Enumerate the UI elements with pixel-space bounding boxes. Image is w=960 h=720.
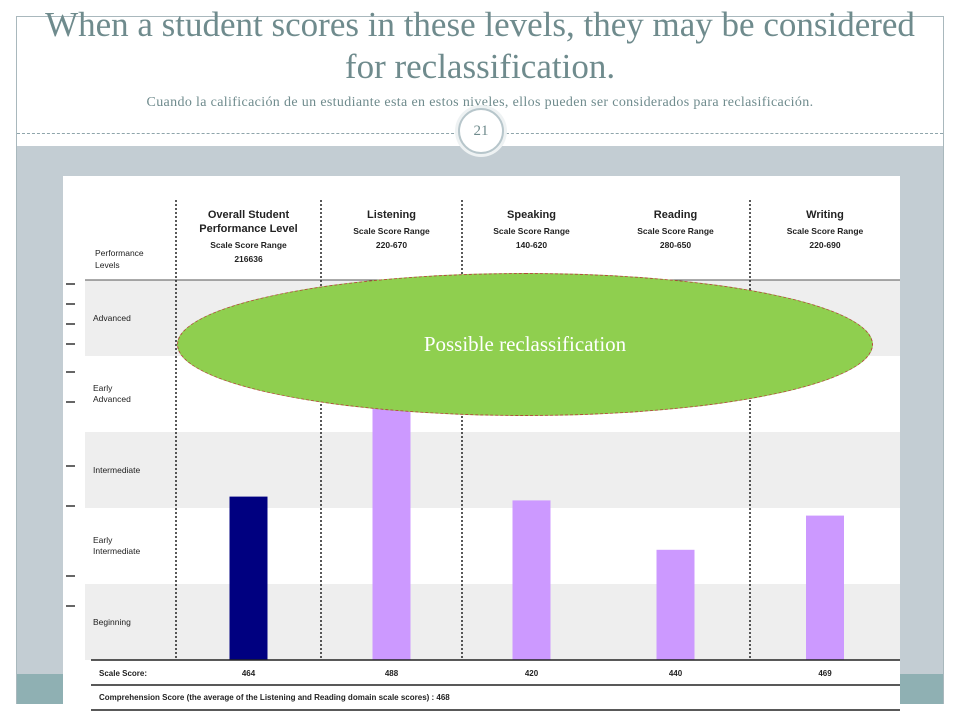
reclassification-callout: Possible reclassification [177,273,873,416]
score-value: 420 [525,669,539,678]
level-row [85,584,900,660]
category-name: Writing [806,209,844,221]
range-label: Scale Score Range [637,226,714,236]
score-report: Performance Levels Advanced Early Advanced In… [63,176,900,720]
range-value: 220-690 [809,240,840,250]
slide-subtitle: Cuando la calificación de un estudiante … [146,95,814,110]
range-label: Scale Score Range [787,226,864,236]
bar-overall-student [229,496,268,660]
score-chart: PerformanceLevelsAdvancedEarlyAdvancedIn… [66,200,900,711]
category-name: Speaking [507,209,556,221]
callout-label: Possible reclassification [423,332,627,356]
level-label: Intermediate [93,546,141,556]
category-name: Overall Student [208,209,290,221]
level-row [85,508,900,584]
range-value: 220-670 [376,240,407,250]
level-label: Early [93,535,113,545]
row-header: Performance [95,248,144,258]
comprehension-score: Comprehension Score (the average of the … [99,693,450,702]
row-header: Levels [95,260,120,270]
range-label: Scale Score Range [210,240,287,250]
level-label: Early [93,383,113,393]
category-name: Listening [367,209,416,221]
level-label: Beginning [93,617,131,627]
level-label: Advanced [93,313,131,323]
score-value: 464 [242,669,256,678]
range-label: Scale Score Range [493,226,570,236]
range-value: 140-620 [516,240,547,250]
bar-writing [806,515,844,660]
level-label: Advanced [93,394,131,404]
level-row [85,432,900,508]
category-name: Performance Level [199,223,297,235]
range-value: 216636 [234,254,263,264]
bar-speaking [512,500,551,660]
level-label: Intermediate [93,465,141,475]
score-value: 488 [385,669,399,678]
category-name: Reading [654,209,697,221]
score-value: 440 [669,669,683,678]
page-number-badge: 21 [458,108,504,154]
bar-reading [656,549,695,660]
slide-title: When a student scores in these levels, t… [45,5,915,86]
range-label: Scale Score Range [353,226,430,236]
range-value: 280-650 [660,240,691,250]
score-value: 469 [818,669,832,678]
scale-score-label: Scale Score: [99,669,147,678]
